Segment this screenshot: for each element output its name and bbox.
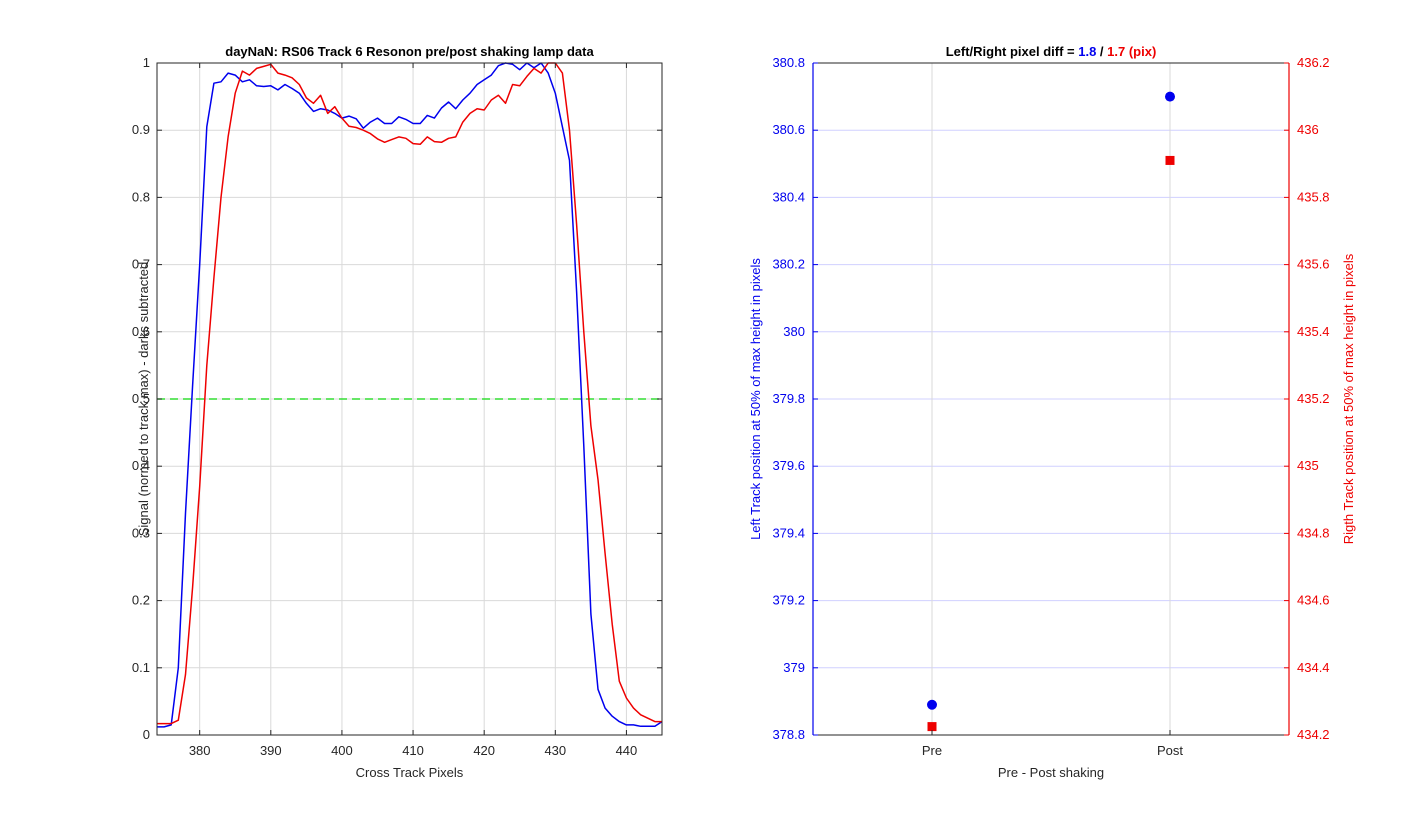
right-y-tick-label: 435.2: [1297, 391, 1330, 406]
right-y-tick-label: 434.2: [1297, 727, 1330, 742]
right-y-tick-label: 434.4: [1297, 660, 1330, 675]
x-tick-label: Pre: [922, 743, 942, 758]
right-y-tick-label: 435.6: [1297, 257, 1330, 272]
left-y-tick-label: 380.8: [772, 55, 805, 70]
y-tick-label: 0.9: [132, 122, 150, 137]
right-chart-right-y-axis-label: Rigth Track position at 50% of max heigh…: [1341, 253, 1356, 544]
y-tick-label: 0.6: [132, 324, 150, 339]
x-tick-label: 380: [189, 743, 211, 758]
left-y-tick-label: 379.4: [772, 525, 805, 540]
x-tick-label: 390: [260, 743, 282, 758]
right-y-tick-label: 434.8: [1297, 525, 1330, 540]
right-y-tick-label: 435.8: [1297, 189, 1330, 204]
right-chart-grid: [813, 62, 1289, 736]
x-tick-label: Post: [1157, 743, 1183, 758]
y-tick-label: 0.3: [132, 525, 150, 540]
y-tick-label: 0.8: [132, 189, 150, 204]
right-chart-title-separator: /: [1096, 44, 1107, 59]
left-y-tick-label: 380.2: [772, 257, 805, 272]
x-tick-label: 430: [544, 743, 566, 758]
right-y-tick-label: 436.2: [1297, 55, 1330, 70]
left-y-tick-label: 379: [783, 660, 805, 675]
left-y-tick-label: 380: [783, 324, 805, 339]
left-y-tick-label: 379.6: [772, 458, 805, 473]
y-tick-label: 0.5: [132, 391, 150, 406]
right-y-tick-label: 436: [1297, 122, 1319, 137]
right-chart-left-y-axis-label: Left Track position at 50% of max height…: [748, 258, 763, 540]
y-tick-label: 0.2: [132, 593, 150, 608]
right-y-tick-label: 435.4: [1297, 324, 1330, 339]
right-chart-title-prefix: Left/Right pixel diff =: [946, 44, 1079, 59]
left-chart-panel: 380 390 400 410 420 430 440 0 0.1 0.2 0.3 0.4 0.5 0.6…: [132, 44, 663, 780]
right-y-tick-label: 435: [1297, 458, 1319, 473]
x-tick-label: 400: [331, 743, 353, 758]
right-chart-ticks: 378.8 434.2 379 434.4 379.2 434.6 379.4 434.8 37…: [772, 55, 1329, 758]
left-y-tick-label: 379.2: [772, 593, 805, 608]
right-chart-x-axis-label: Pre - Post shaking: [998, 765, 1104, 780]
left-chart-y-axis-label: Signal (normed to track max) - darks sub…: [136, 262, 151, 537]
left-y-tick-label: 378.8: [772, 727, 805, 742]
x-tick-label: 420: [473, 743, 495, 758]
right-chart-title-left-diff: 1.8: [1078, 44, 1096, 59]
left-track-pre-point: [927, 699, 937, 710]
right-chart-panel: 378.8 434.2 379 434.4 379.2 434.6 379.4 434.8 37…: [748, 44, 1356, 780]
right-chart-title: Left/Right pixel diff = 1.8 / 1.7 (pix): [946, 44, 1157, 59]
right-track-post-point: [1165, 155, 1175, 165]
right-y-tick-label: 434.6: [1297, 593, 1330, 608]
y-tick-label: 0: [143, 727, 150, 742]
right-chart-points: [927, 91, 1175, 732]
left-track-post-point: [1165, 91, 1175, 102]
y-tick-label: 0.7: [132, 257, 150, 272]
pre-shaking-line: [157, 62, 663, 728]
left-y-tick-label: 380.4: [772, 189, 805, 204]
y-tick-label: 0.1: [132, 660, 150, 675]
left-chart-x-axis-label: Cross Track Pixels: [356, 765, 464, 780]
left-y-tick-label: 379.8: [772, 391, 805, 406]
left-y-tick-label: 380.6: [772, 122, 805, 137]
left-chart-series: [157, 62, 663, 728]
y-tick-label: 0.4: [132, 458, 150, 473]
right-chart-title-right-diff: 1.7 (pix): [1107, 44, 1156, 59]
right-track-pre-point: [927, 722, 937, 732]
left-chart-ticks: 380 390 400 410 420 430 440 0 0.1 0.2 0.3 0.4 0.5 0.6…: [132, 55, 662, 758]
x-tick-label: 440: [616, 743, 638, 758]
left-chart-title: dayNaN: RS06 Track 6 Resonon pre/post sh…: [225, 44, 594, 59]
post-shaking-line: [157, 62, 662, 725]
y-tick-label: 1: [143, 55, 150, 70]
x-tick-label: 410: [402, 743, 424, 758]
